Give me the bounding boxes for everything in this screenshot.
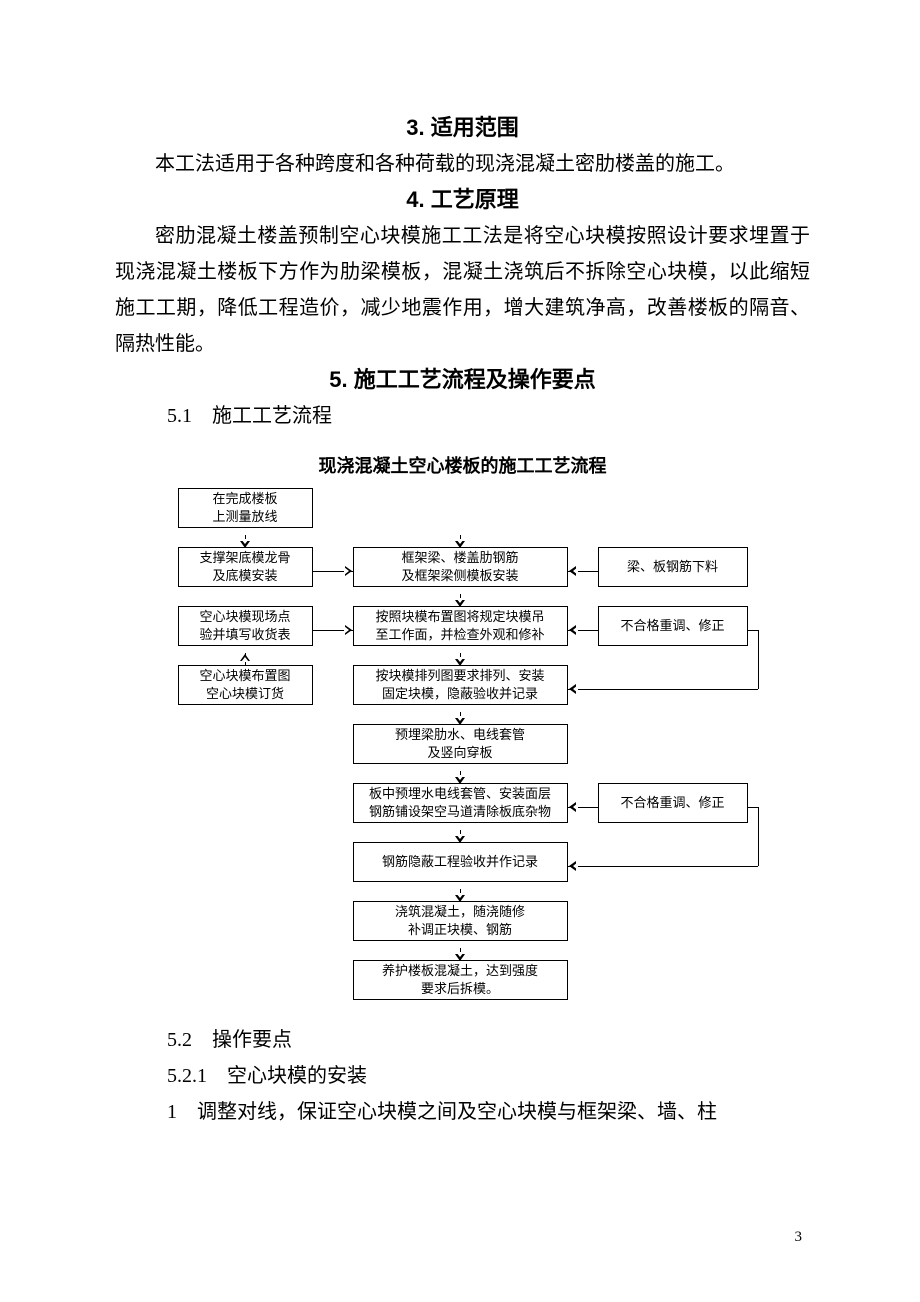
- flow-node-L4: 空心块模布置图 空心块模订货: [178, 665, 313, 705]
- flow-node-C2: 框架梁、楼盖肋钢筋 及框架梁侧模板安装: [353, 547, 568, 587]
- flow-arrow: [453, 834, 467, 844]
- flowchart: 在完成楼板 上测量放线支撑架底模龙骨 及底模安装空心块模现场点 验并填写收货表空…: [158, 488, 768, 1004]
- section-5-2-heading: 5.2 操作要点: [115, 1022, 810, 1058]
- flow-node-C8: 浇筑混凝土，随浇随修 补调正块模、钢筋: [353, 901, 568, 941]
- flow-node-R3: 不合格重调、修正: [598, 606, 748, 646]
- flow-node-C5: 预埋梁肋水、电线套管 及竖向穿板: [353, 724, 568, 764]
- flow-node-C9: 养护楼板混凝土，达到强度 要求后拆模。: [353, 960, 568, 1000]
- flow-node-R6: 不合格重调、修正: [598, 783, 748, 823]
- flowchart-container: 在完成楼板 上测量放线支撑架底模龙骨 及底模安装空心块模现场点 验并填写收货表空…: [115, 488, 810, 1004]
- section-5-2-1-item1: 1 调整对线，保证空心块模之间及空心块模与框架梁、墙、柱: [115, 1094, 810, 1130]
- flow-arrow: [453, 539, 467, 549]
- flow-arrow: [453, 657, 467, 667]
- flowchart-title: 现浇混凝土空心楼板的施工工艺流程: [115, 452, 810, 478]
- flow-arrow: [453, 952, 467, 962]
- section-4-body: 密肋混凝土楼盖预制空心块模施工工法是将空心块模按照设计要求埋置于现浇混凝土楼板下…: [115, 218, 810, 362]
- flow-node-C4: 按块模排列图要求排列、安装 固定块模，隐蔽验收并记录: [353, 665, 568, 705]
- section-5-2-1-heading: 5.2.1 空心块模的安装: [115, 1058, 810, 1094]
- section-3-title: 3. 适用范围: [115, 110, 810, 142]
- section-5-title: 5. 施工工艺流程及操作要点: [115, 362, 810, 394]
- section-5-1-heading: 5.1 施工工艺流程: [115, 398, 810, 434]
- flow-arrow: [453, 598, 467, 608]
- section-4-title: 4. 工艺原理: [115, 182, 810, 214]
- flow-node-C3: 按照块模布置图将规定块模吊 至工作面，并检查外观和修补: [353, 606, 568, 646]
- document-page: 3. 适用范围 本工法适用于各种跨度和各种荷载的现浇混凝土密肋楼盖的施工。 4.…: [0, 0, 920, 1302]
- flow-node-C6: 板中预埋水电线套管、安装面层 钢筋铺设架空马道清除板底杂物: [353, 783, 568, 823]
- flow-node-L3: 空心块模现场点 验并填写收货表: [178, 606, 313, 646]
- flow-node-L1: 在完成楼板 上测量放线: [178, 488, 313, 528]
- flow-node-C7: 钢筋隐蔽工程验收并作记录: [353, 842, 568, 882]
- flow-arrow: [453, 716, 467, 726]
- flow-arrow: [568, 800, 578, 814]
- flow-arrow: [238, 652, 252, 662]
- section-3-body: 本工法适用于各种跨度和各种荷载的现浇混凝土密肋楼盖的施工。: [115, 146, 810, 182]
- flow-arrow: [568, 682, 578, 696]
- flow-arrow: [568, 564, 578, 578]
- flow-arrow: [453, 893, 467, 903]
- flow-arrow: [568, 859, 578, 873]
- page-number: 3: [795, 1229, 803, 1246]
- flow-arrow: [238, 539, 252, 549]
- flow-arrow: [453, 775, 467, 785]
- flow-arrow: [344, 564, 354, 578]
- flow-node-L2: 支撑架底模龙骨 及底模安装: [178, 547, 313, 587]
- flow-arrow: [344, 623, 354, 637]
- flow-node-R2: 梁、板钢筋下料: [598, 547, 748, 587]
- flow-arrow: [568, 623, 578, 637]
